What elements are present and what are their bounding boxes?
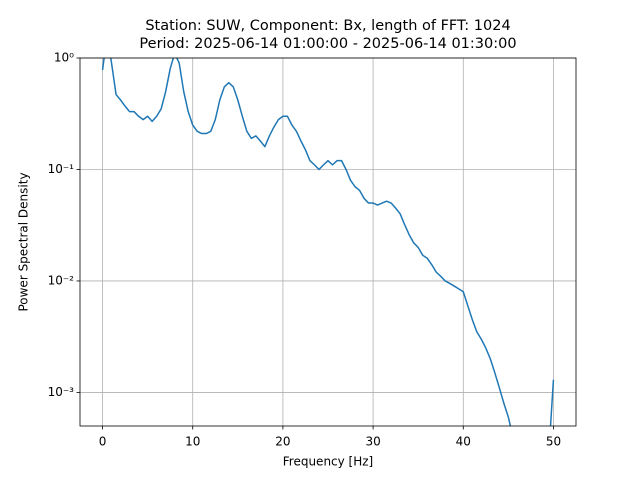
chart-title: Station: SUW, Component: Bx, length of F… xyxy=(145,18,510,34)
y-tick-label: 10⁻³ xyxy=(48,385,75,399)
y-axis-label: Power Spectral Density xyxy=(17,172,31,311)
x-tick-label: 20 xyxy=(275,435,290,449)
x-tick-label: 0 xyxy=(99,435,107,449)
y-tick-label: 10⁻¹ xyxy=(48,162,75,176)
x-tick-label: 40 xyxy=(456,435,471,449)
x-tick-label: 30 xyxy=(365,435,380,449)
axes-frame xyxy=(79,57,577,427)
x-tick-label: 10 xyxy=(185,435,200,449)
x-tick-label: 50 xyxy=(546,435,561,449)
y-tick-label: 10⁰ xyxy=(54,51,74,65)
chart-title: Period: 2025-06-14 01:00:00 - 2025-06-14… xyxy=(139,36,516,52)
line-series xyxy=(101,58,555,426)
x-axis-label: Frequency [Hz] xyxy=(283,455,374,469)
y-tick-label: 10⁻² xyxy=(48,273,75,287)
plot-area xyxy=(101,58,555,426)
